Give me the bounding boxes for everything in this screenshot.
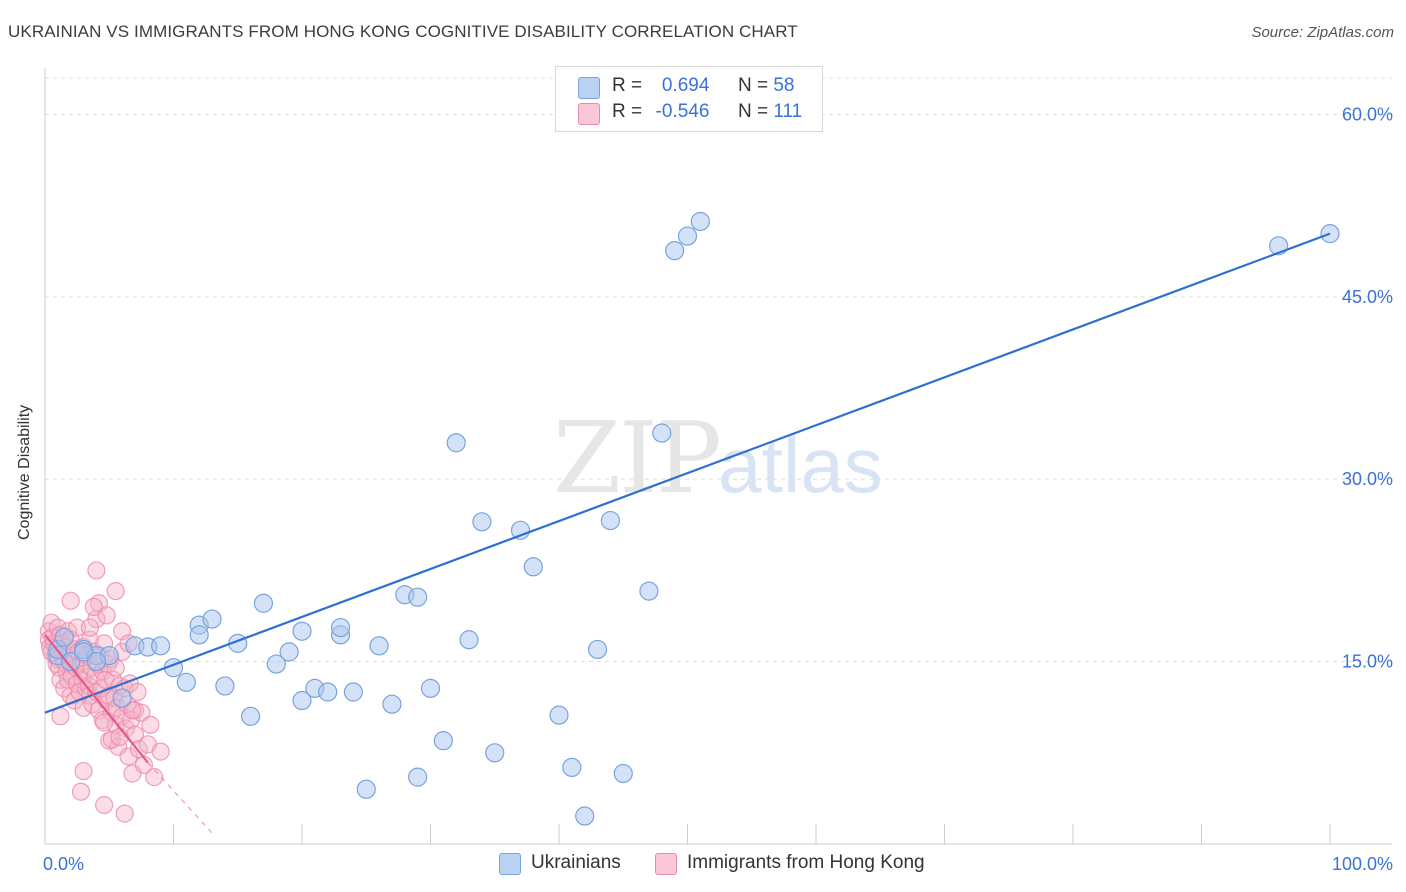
data-point-hongkong: [123, 701, 142, 720]
data-point-ukrainians: [690, 211, 710, 232]
stats-legend: R = 0.694 N = 58 R = -0.546 N = 111: [555, 66, 823, 132]
data-point-ukrainians: [86, 652, 107, 672]
data-point-ukrainians: [600, 510, 621, 531]
data-point-ukrainians: [189, 625, 209, 645]
data-point-hongkong: [80, 618, 100, 637]
data-point-hongkong: [151, 742, 170, 761]
y-tick-label: 15.0%: [1342, 652, 1393, 672]
data-point-ukrainians: [472, 512, 492, 532]
data-point-hongkong: [51, 707, 70, 726]
data-point-ukrainians: [433, 731, 453, 751]
data-point-ukrainians: [575, 806, 595, 826]
data-point-ukrainians: [151, 636, 171, 656]
data-point-ukrainians: [241, 706, 261, 726]
r-label: R =: [612, 75, 643, 96]
data-point-ukrainians: [408, 587, 428, 607]
data-point-ukrainians: [369, 636, 389, 656]
r-value: -0.546: [655, 101, 710, 122]
data-point-ukrainians: [330, 617, 351, 638]
data-point-ukrainians: [408, 767, 428, 787]
data-point-ukrainians: [587, 639, 608, 660]
chart-title: UKRAINIAN VS IMMIGRANTS FROM HONG KONG C…: [8, 22, 798, 41]
data-point-hongkong: [121, 710, 141, 730]
data-point-ukrainians: [613, 763, 633, 784]
data-point-hongkong: [95, 713, 114, 732]
blue-swatch-icon: [499, 853, 521, 875]
watermark-atlas: atlas: [718, 421, 883, 509]
data-point-ukrainians: [562, 757, 582, 778]
data-point-ukrainians: [292, 621, 312, 641]
data-point-hongkong: [141, 715, 160, 734]
source-label: Source: ZipAtlas.com: [1251, 24, 1394, 41]
watermark-zip: ZIP: [553, 402, 720, 516]
trend-line-hongkong-extension: [147, 762, 213, 834]
data-point-ukrainians: [61, 652, 81, 672]
data-point-ukrainians: [523, 557, 543, 577]
data-point-ukrainians: [343, 682, 363, 702]
legend-label: Immigrants from Hong Kong: [687, 852, 925, 873]
x-tick-label: 0.0%: [43, 854, 84, 874]
data-point-hongkong: [71, 782, 91, 801]
y-tick-label: 45.0%: [1342, 287, 1393, 307]
n-value: 58: [773, 75, 795, 96]
data-point-ukrainians: [266, 654, 286, 674]
data-point-ukrainians: [253, 593, 274, 613]
n-value: 111: [773, 101, 803, 122]
n-label: N =: [737, 101, 769, 122]
data-point-ukrainians: [279, 642, 299, 662]
data-point-ukrainians: [446, 433, 466, 453]
data-point-hongkong: [87, 561, 106, 580]
data-point-ukrainians: [549, 705, 569, 725]
pink-swatch-icon: [578, 103, 600, 125]
data-point-hongkong: [97, 606, 116, 625]
data-point-ukrainians: [202, 609, 222, 629]
data-point-hongkong: [110, 727, 129, 747]
data-point-ukrainians: [318, 682, 338, 702]
data-point-ukrainians: [176, 672, 196, 692]
data-point-ukrainians: [73, 642, 94, 662]
data-point-hongkong: [84, 597, 103, 617]
data-point-hongkong: [115, 804, 134, 823]
data-point-ukrainians: [112, 688, 132, 708]
data-point-hongkong: [74, 761, 93, 781]
data-point-ukrainians: [292, 690, 312, 711]
data-point-hongkong: [61, 591, 80, 610]
pink-swatch-icon: [655, 853, 677, 875]
r-value: 0.694: [661, 75, 710, 96]
x-tick-label: 100.0%: [1332, 854, 1393, 874]
stats-text: R = 0.694 N = 58: [612, 75, 794, 97]
data-point-ukrainians: [54, 627, 74, 647]
data-point-ukrainians: [665, 241, 685, 261]
legend-label: Ukrainians: [531, 852, 621, 873]
data-point-hongkong: [145, 768, 164, 787]
data-point-ukrainians: [485, 743, 505, 763]
data-point-hongkong: [95, 795, 114, 815]
data-point-ukrainians: [639, 581, 659, 601]
data-point-ukrainians: [652, 423, 672, 443]
data-point-ukrainians: [356, 779, 376, 799]
blue-swatch-icon: [578, 77, 600, 99]
data-point-ukrainians: [382, 694, 402, 714]
data-point-ukrainians: [459, 630, 479, 650]
y-tick-label: 60.0%: [1342, 104, 1393, 124]
data-point-hongkong: [106, 581, 125, 601]
r-label: R =: [612, 101, 643, 122]
trend-line-hongkong: [44, 634, 149, 764]
data-point-ukrainians: [677, 226, 698, 246]
data-point-hongkong: [119, 747, 138, 766]
stats-text: R = -0.546 N = 111: [612, 101, 802, 123]
data-point-hongkong: [68, 618, 87, 637]
data-point-ukrainians: [420, 678, 441, 698]
data-point-ukrainians: [215, 676, 235, 696]
y-tick-label: 30.0%: [1342, 469, 1393, 489]
trend-line-ukrainians: [44, 232, 1331, 714]
n-label: N =: [737, 75, 769, 96]
